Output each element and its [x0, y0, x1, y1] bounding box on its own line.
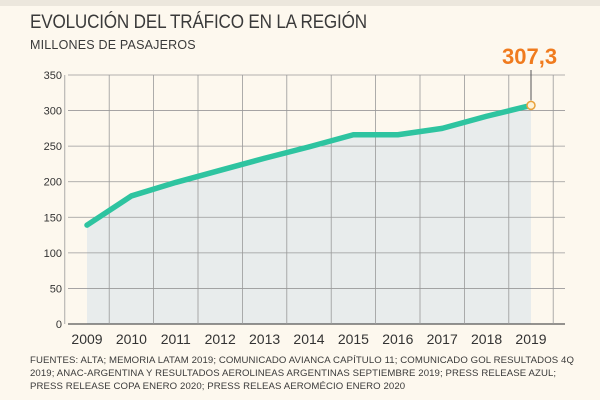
x-tick-label: 2012 [205, 331, 236, 347]
x-tick-label: 2009 [71, 331, 102, 347]
chart-title: EVOLUCIÓN DEL TRÁFICO EN LA REGIÓN [30, 12, 367, 33]
y-tick-label: 0 [56, 319, 62, 331]
chart-subtitle: MILLONES DE PASAJEROS [30, 38, 196, 52]
x-tick-label: 2014 [293, 331, 324, 347]
x-tick-label: 2019 [515, 331, 546, 347]
data-point [173, 179, 179, 185]
data-point [439, 125, 445, 131]
x-tick-label: 2015 [338, 331, 369, 347]
y-tick-label: 150 [44, 212, 62, 224]
data-point [262, 155, 268, 161]
data-point [217, 167, 223, 173]
y-tick-label: 50 [50, 283, 62, 295]
highlight-value-label: 307,3 [502, 44, 558, 69]
data-point [395, 132, 401, 138]
x-tick-label: 2016 [382, 331, 413, 347]
data-point [84, 222, 90, 228]
x-tick-label: 2011 [161, 331, 191, 347]
data-point [350, 132, 356, 138]
data-point [306, 144, 312, 150]
data-point [128, 193, 134, 199]
y-tick-label: 100 [44, 248, 62, 260]
y-tick-label: 250 [44, 141, 62, 153]
highlight-marker [526, 100, 536, 111]
data-point [484, 113, 490, 119]
y-tick-label: 200 [44, 177, 62, 189]
x-tick-label: 2018 [471, 331, 502, 347]
x-tick-label: 2010 [116, 331, 147, 347]
x-tick-label: 2017 [427, 331, 458, 347]
source-note: FUENTES: ALTA; MEMORIA LATAM 2019; COMUN… [30, 355, 575, 392]
top-band [0, 0, 600, 6]
y-tick-label: 300 [44, 106, 62, 118]
y-tick-label: 350 [44, 70, 62, 82]
x-tick-label: 2013 [249, 331, 280, 347]
